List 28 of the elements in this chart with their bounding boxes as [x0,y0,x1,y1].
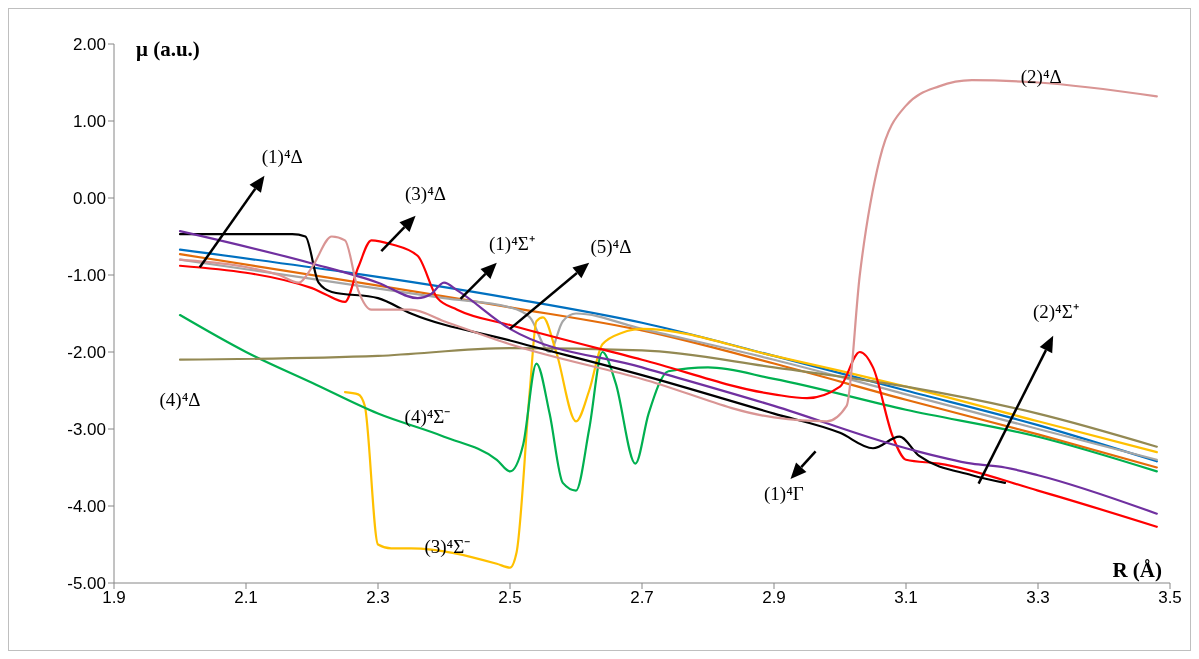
y-tick-label: -1.00 [67,266,106,286]
annotation: (2)⁴Δ [1020,66,1062,89]
y-axis-title: μ (a.u.) [136,37,200,61]
x-tick-label: 2.5 [498,588,522,608]
x-tick-label: 2.9 [762,588,786,608]
annotation: (1)⁴Γ [764,483,804,506]
annotation: (5)⁴Δ [590,236,632,259]
x-tick-label: 3.5 [1158,588,1182,608]
annotation: (1)⁴Δ [261,146,303,169]
annotation: (2)⁴Σ⁺ [1032,300,1079,323]
x-tick-label: 3.1 [894,588,918,608]
annotation: (4)⁴Δ [159,388,201,411]
x-tick-label: 2.7 [630,588,654,608]
annotation: (3)⁴Σ⁻ [424,535,471,558]
y-tick-label: 0.00 [72,189,106,209]
x-tick-label: 2.3 [366,588,390,608]
annotation: (4)⁴Σ⁻ [404,406,451,429]
y-tick-label: -2.00 [67,343,106,363]
x-tick-label: 3.3 [1026,588,1050,608]
x-tick-label: 1.9 [102,588,126,608]
y-tick-label: 1.00 [72,112,106,132]
annotation: (3)⁴Δ [405,183,447,206]
y-tick-label: 2.00 [72,35,106,55]
x-axis-title: R (Å) [1112,558,1162,582]
x-tick-label: 2.1 [234,588,258,608]
y-tick-label: -3.00 [67,420,106,440]
annotation: (1)⁴Σ⁺ [489,233,535,256]
y-tick-label: -4.00 [67,497,106,517]
